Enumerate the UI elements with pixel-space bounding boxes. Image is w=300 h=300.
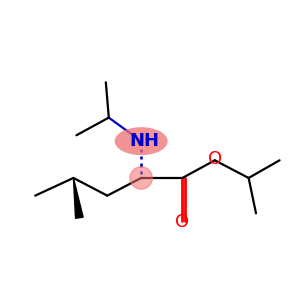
- Polygon shape: [74, 178, 83, 218]
- Circle shape: [130, 167, 152, 189]
- Ellipse shape: [115, 127, 168, 155]
- Text: O: O: [208, 150, 222, 168]
- Text: NH: NH: [129, 132, 159, 150]
- Text: O: O: [175, 213, 190, 231]
